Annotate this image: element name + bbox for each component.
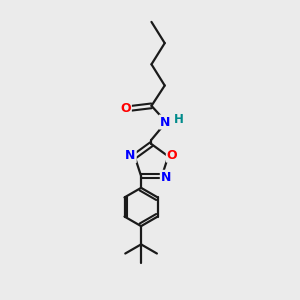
Text: O: O <box>120 102 131 115</box>
Text: N: N <box>160 116 170 128</box>
Text: O: O <box>167 148 177 162</box>
Text: N: N <box>161 171 171 184</box>
Text: H: H <box>174 112 184 126</box>
Text: N: N <box>125 149 136 162</box>
